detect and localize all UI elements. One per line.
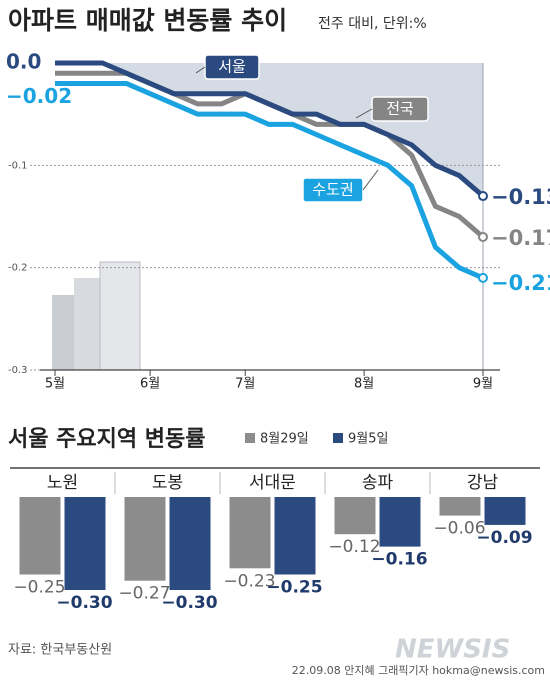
end-point (478, 231, 488, 242)
value-label: −0.27 (118, 584, 170, 604)
bar (334, 497, 376, 535)
value-label: −0.23 (223, 571, 275, 591)
legend-swatch (333, 433, 343, 443)
source: 자료: 한국부동산원 (8, 643, 112, 658)
legend-swatch (245, 433, 255, 443)
watermark: NEWSIS (395, 635, 510, 665)
bar (169, 497, 211, 590)
line-chart: 0.0 -0.1 -0.2 -0.3 5월 6월 7월 8월 9월 −0.17 −0.02 −0.21… (6, 50, 550, 392)
value-label: −0.09 (476, 528, 532, 548)
category-label: 강남 (467, 473, 499, 493)
value-label: −0.30 (161, 593, 217, 613)
bar (379, 497, 421, 547)
credit: 22.09.08 안지혜 그래픽기자 hokma@newsis.com (292, 664, 545, 677)
series-line (55, 60, 485, 198)
chart-subtitle: 전주 대비, 단위:% (318, 16, 427, 32)
bar (124, 497, 166, 581)
value-label: −0.12 (328, 537, 380, 557)
x-tick-label: 5월 (45, 377, 65, 392)
legend-label: 서울 (218, 58, 246, 76)
value-label: −0.25 (266, 578, 322, 598)
bar (19, 497, 61, 575)
value-label: −0.13 (491, 185, 550, 209)
category-label: 서대문 (249, 473, 296, 493)
legend-label: 수도권 (312, 181, 353, 199)
category-label: 송파 (362, 473, 394, 493)
series-line (55, 80, 484, 281)
legend-label: 전국 (386, 100, 414, 118)
callout-line (195, 66, 206, 74)
bar (274, 497, 316, 575)
callout-line (362, 169, 379, 191)
end-point (478, 191, 488, 202)
y-tick-label: -0.1 (8, 160, 28, 171)
bar (64, 497, 106, 590)
bar (439, 497, 481, 516)
chart-title: 서울 주요지역 변동률 (8, 427, 205, 452)
value-label: −0.21 (491, 271, 550, 295)
building (99, 261, 141, 371)
value-label: −0.16 (371, 550, 427, 570)
x-tick-label: 9월 (473, 377, 493, 392)
category-label: 노원 (47, 473, 78, 493)
bar-chart: 서울 주요지역 변동률 8월29일 9월5일노원−0.25−0.30도봉−0.27… (8, 427, 540, 613)
building (52, 295, 76, 370)
building (74, 278, 100, 370)
value-label: −0.25 (13, 578, 65, 598)
value-label: −0.02 (6, 84, 72, 108)
bar (229, 497, 271, 569)
bar (484, 497, 526, 525)
value-label: −0.06 (433, 519, 485, 539)
x-tick-label: 6월 (140, 377, 160, 392)
x-tick-label: 8월 (354, 377, 374, 392)
legend-label: 8월29일 (260, 432, 309, 447)
value-label: −0.30 (56, 593, 112, 613)
end-point (478, 272, 488, 283)
building-illustration (52, 261, 141, 371)
chart-title: 아파트 매매값 변동률 추이 (8, 6, 287, 35)
category-label: 도봉 (152, 473, 183, 493)
y-tick-label: 0.0 (6, 50, 41, 74)
value-label: −0.17 (491, 226, 550, 250)
y-tick-label: -0.3 (8, 365, 28, 376)
y-tick-label: -0.2 (8, 263, 28, 274)
legend-label: 9월5일 (348, 432, 388, 447)
callout-line (355, 108, 373, 119)
x-tick-label: 7월 (235, 377, 255, 392)
